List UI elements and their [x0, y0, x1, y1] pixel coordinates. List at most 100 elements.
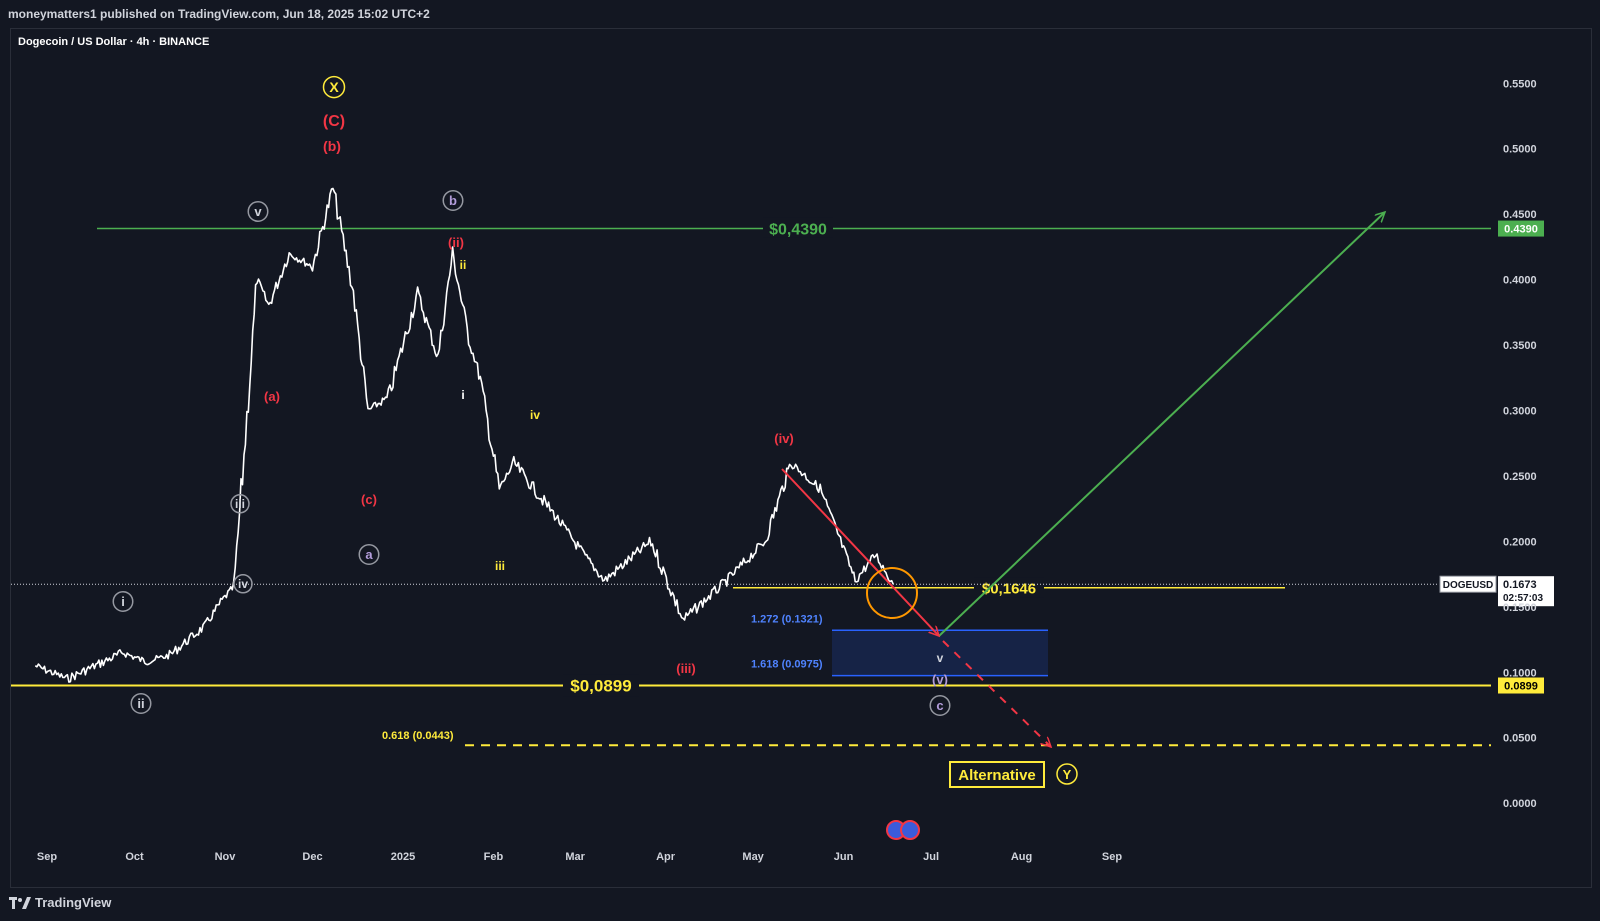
x-tick-label: Sep	[37, 851, 57, 863]
tradingview-logo-icon	[9, 896, 31, 909]
x-tick-label: Oct	[125, 851, 144, 863]
x-tick-label: Jun	[834, 851, 854, 863]
wave-label: ii	[137, 696, 144, 711]
level-label-bg	[763, 217, 833, 238]
wave-label: (iv)	[774, 431, 794, 446]
wave-label: (iii)	[676, 661, 696, 676]
x-tick-label: 2025	[391, 851, 415, 863]
publisher-text: moneymatters1 published on TradingView.c…	[8, 7, 430, 21]
x-tick-label: Sep	[1102, 851, 1122, 863]
y-tick-label: 0.4500	[1503, 209, 1537, 221]
alternative-label: Alternative	[958, 767, 1036, 784]
alternative-box	[949, 761, 1045, 788]
price-series-line	[34, 187, 894, 683]
tradingview-logo-text: TradingView	[35, 895, 112, 910]
symbol-tag	[1439, 575, 1497, 593]
level-label-0.1646: $0,1646	[982, 581, 1036, 598]
wave-label: Y	[1063, 767, 1072, 782]
axis-tag-0.0899	[1498, 677, 1544, 694]
axis-layer: 0.5500 0.5000 0.4500 0.4000 0.3500 0.3000 0.25…	[37, 78, 1537, 863]
wave-label-circle	[247, 200, 269, 222]
wave-label: (C)	[323, 113, 345, 130]
y-tick-label: 0.2000	[1503, 536, 1537, 548]
x-tick-label: Feb	[484, 851, 504, 863]
level-label-bg	[563, 674, 639, 697]
wave-label: a	[365, 547, 373, 562]
levels-layer: $0,4390 0.4390 $0,1646 $0,0899 0.0899 0.618 (…	[11, 217, 1554, 747]
fib-zone-layer: 1.272 (0.1321) 1.618 (0.0975)	[751, 613, 1048, 677]
tradingview-logo[interactable]: TradingView	[9, 895, 111, 910]
wave-label-circle	[230, 494, 250, 514]
price-chart[interactable]: Dogecoin / US Dollar · 4h · BINANCE $0,4…	[11, 29, 1591, 887]
x-tick-label: Apr	[656, 851, 676, 863]
fib-zone-box	[832, 630, 1048, 676]
wave-label: (b)	[323, 138, 341, 154]
axis-tag-0.4390	[1498, 220, 1544, 237]
x-tick-label: Mar	[565, 851, 585, 863]
wave-label: (a)	[264, 389, 280, 404]
y-tick-label: 0.4000	[1503, 275, 1537, 287]
wave-label-circle	[233, 574, 253, 594]
x-tick-label: Aug	[1011, 851, 1032, 863]
wave-label: ii	[460, 258, 467, 272]
wave-label: v	[254, 204, 262, 219]
wave-label-circle	[1056, 763, 1078, 785]
wave-label: iii	[495, 559, 505, 573]
wave-label: v	[937, 651, 944, 665]
x-tick-label: May	[742, 851, 764, 863]
symbol-title: Dogecoin / US Dollar · 4h · BINANCE	[18, 36, 209, 48]
orange-highlight-circle	[866, 567, 918, 619]
y-tick-label: 0.0000	[1503, 798, 1537, 810]
wave-labels-layer: X(C)(b)vb(ii)ii(a) iiv(c)aiiiiiiiviii(iv)…	[112, 75, 1078, 788]
wave-label: c	[936, 698, 943, 713]
red-trend-line	[781, 468, 939, 636]
y-tick-label: 0.3000	[1503, 406, 1537, 418]
wave-label: iii	[235, 497, 245, 511]
wave-label: (ii)	[448, 235, 464, 250]
y-tick-label: 0.1000	[1503, 667, 1537, 679]
wave-label: iv	[530, 408, 540, 422]
wave-label: X	[329, 79, 339, 95]
y-tick-label: 0.3500	[1503, 340, 1537, 352]
wave-label: i	[461, 388, 464, 402]
level-label-0.0443: 0.618 (0.0443)	[382, 730, 454, 742]
y-tick-label: 0.5500	[1503, 78, 1537, 90]
footer-bar: TradingView	[0, 890, 1600, 921]
wave-label-circle	[112, 590, 134, 612]
us-flag-icon[interactable]	[900, 820, 920, 840]
current-price-text: 0.1673	[1503, 579, 1537, 591]
green-projection-arrow	[938, 212, 1385, 637]
level-label-bg	[974, 577, 1044, 598]
drawings-layer	[781, 212, 1385, 747]
wave-label-circle	[358, 543, 380, 565]
wave-label: (c)	[361, 492, 377, 507]
y-tick-label: 0.0500	[1503, 733, 1537, 745]
wave-label: b	[449, 193, 457, 208]
x-tick-label: Dec	[302, 851, 322, 863]
wave-label-circle	[442, 189, 464, 211]
current-price-tag	[1498, 576, 1554, 607]
level-label-0.0899: $0,0899	[570, 677, 631, 696]
axis-tag-text-0.4390: 0.4390	[1504, 224, 1538, 236]
wave-label-circle	[130, 692, 152, 714]
fib-lower-label: 1.618 (0.0975)	[751, 659, 823, 671]
event-flags[interactable]	[886, 820, 920, 840]
countdown-text: 02:57:03	[1503, 593, 1543, 604]
x-tick-label: Jul	[923, 851, 939, 863]
wave-label: iv	[238, 577, 248, 591]
symbol-tag-text: DOGEUSD	[1443, 580, 1494, 591]
price-series-layer	[34, 187, 894, 683]
y-tick-label: 0.5000	[1503, 144, 1537, 156]
chart-panel[interactable]: Dogecoin / US Dollar · 4h · BINANCE $0,4…	[10, 28, 1592, 888]
axis-tag-text-0.0899: 0.0899	[1504, 681, 1538, 693]
wave-label: i	[121, 594, 125, 609]
publisher-header: moneymatters1 published on TradingView.c…	[0, 0, 1600, 26]
fib-upper-label: 1.272 (0.1321)	[751, 613, 823, 625]
y-tick-label: 0.1500	[1503, 602, 1537, 614]
wave-label: (v)	[932, 672, 948, 687]
wave-label-circle	[929, 694, 951, 716]
level-label-0.4390: $0,4390	[769, 222, 827, 239]
x-tick-label: Nov	[215, 851, 237, 863]
wave-label-circle	[322, 75, 346, 99]
y-tick-label: 0.2500	[1503, 471, 1537, 483]
